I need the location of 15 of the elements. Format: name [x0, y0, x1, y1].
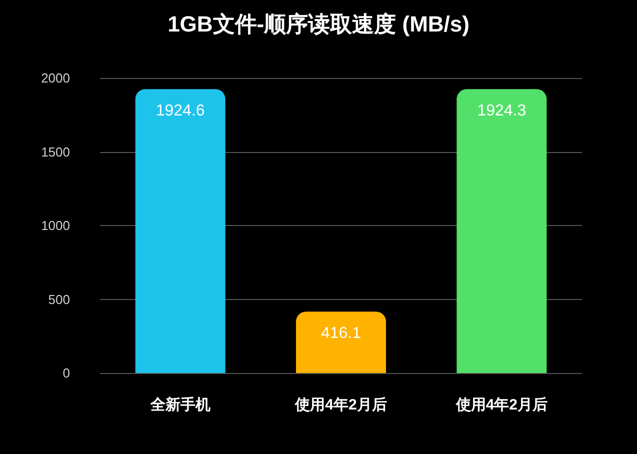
data-label: 1924.3 — [477, 102, 526, 120]
bar — [135, 89, 226, 373]
y-tick-label: 2000 — [41, 70, 70, 86]
bar — [296, 312, 386, 373]
y-tick-label: 500 — [48, 292, 70, 307]
data-label: 1924.6 — [156, 102, 205, 120]
y-tick-label: 1500 — [41, 144, 70, 160]
x-tick-label: 使用4年2月后 — [294, 396, 387, 414]
chart-title: 1GB文件-顺序读取速度 (MB/s) — [168, 12, 470, 36]
x-tick-label: 使用4年2月后 — [454, 396, 548, 414]
data-label: 416.1 — [320, 325, 362, 342]
y-tick-label: 0 — [62, 366, 70, 380]
x-tick-label: 全新手机 — [149, 396, 210, 414]
bar — [456, 89, 547, 373]
y-tick-label: 1000 — [41, 218, 70, 233]
